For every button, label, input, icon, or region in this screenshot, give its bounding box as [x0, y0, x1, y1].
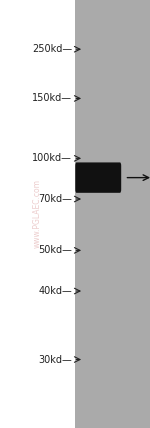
Text: 70kd—: 70kd—: [38, 194, 72, 204]
FancyBboxPatch shape: [75, 163, 121, 193]
Text: 50kd—: 50kd—: [38, 245, 72, 256]
Text: 150kd—: 150kd—: [32, 93, 72, 104]
Text: 40kd—: 40kd—: [38, 286, 72, 296]
Text: 30kd—: 30kd—: [38, 354, 72, 365]
Text: www.PGLAEC.com: www.PGLAEC.com: [33, 179, 42, 249]
Text: 100kd—: 100kd—: [32, 153, 72, 163]
Text: 250kd—: 250kd—: [32, 44, 72, 54]
Bar: [75, 0, 150, 428]
